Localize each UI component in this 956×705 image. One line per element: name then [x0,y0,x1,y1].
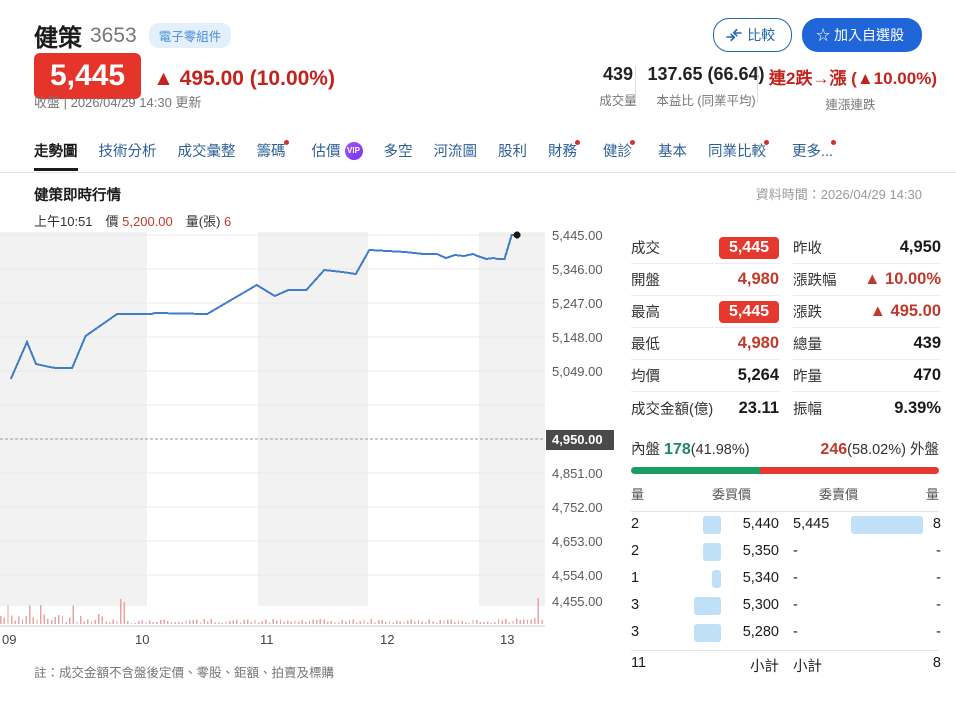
svg-text:4,752.00: 4,752.00 [552,500,603,515]
svg-text:5,247.00: 5,247.00 [552,296,603,311]
svg-text:5,346.00: 5,346.00 [552,262,603,277]
svg-text:13: 13 [500,632,514,647]
svg-text:09: 09 [2,632,16,647]
svg-text:4,554.00: 4,554.00 [552,568,603,583]
svg-text:11: 11 [260,632,274,647]
svg-text:5,445.00: 5,445.00 [552,228,603,243]
svg-text:10: 10 [135,632,149,647]
svg-text:4,653.00: 4,653.00 [552,534,603,549]
svg-text:4,455.00: 4,455.00 [552,594,603,609]
svg-text:4,950.00: 4,950.00 [552,432,603,447]
svg-text:4,851.00: 4,851.00 [552,466,603,481]
svg-text:12: 12 [380,632,394,647]
svg-text:5,049.00: 5,049.00 [552,364,603,379]
svg-text:5,148.00: 5,148.00 [552,330,603,345]
